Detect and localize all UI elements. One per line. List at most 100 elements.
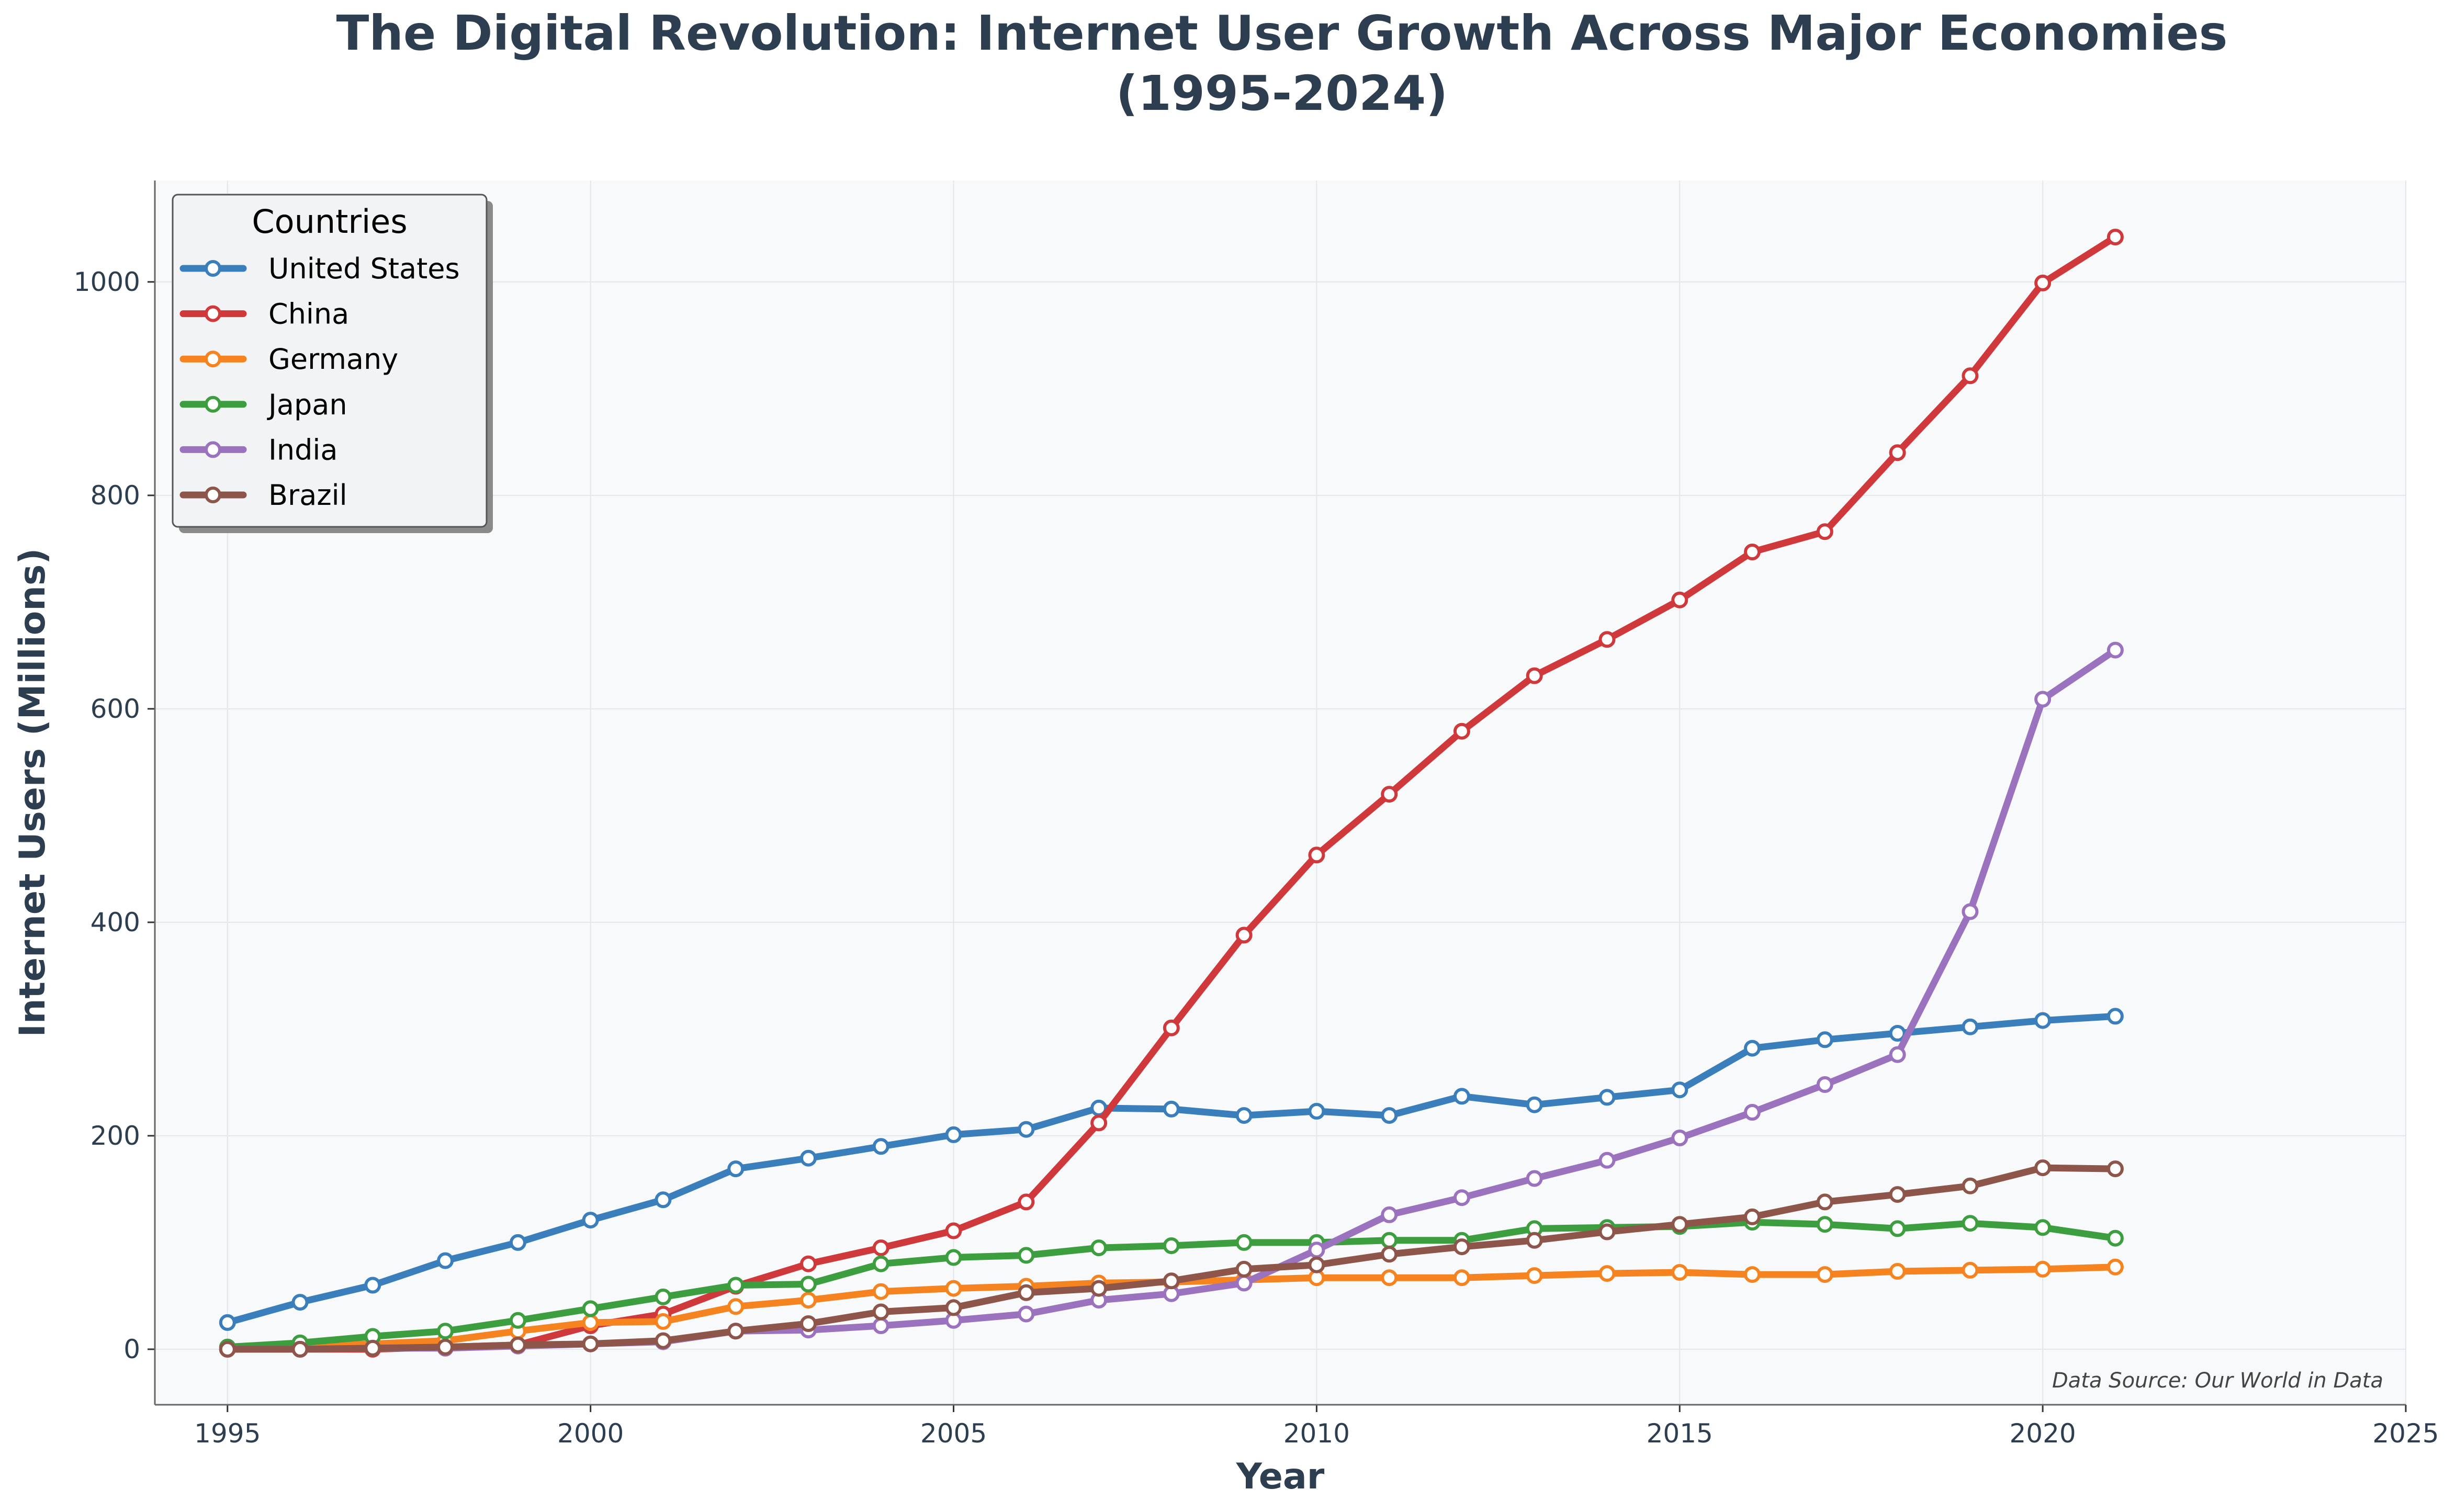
data-point-germany [800,1292,817,1309]
data-point-united-states [727,1160,745,1178]
legend-swatch-marker [205,305,221,322]
data-point-japan [1163,1237,1180,1254]
data-point-japan [872,1255,889,1272]
data-point-india [1889,1046,1906,1063]
series-united-states [219,1008,2124,1331]
data-point-china [1018,1193,1035,1211]
data-point-china [1090,1114,1108,1132]
data-point-united-states [1598,1089,1616,1106]
data-point-india [1526,1170,1543,1187]
data-point-japan [437,1323,454,1340]
legend-swatch-marker [205,441,221,458]
data-point-japan [1018,1247,1035,1264]
data-point-germany [1671,1264,1688,1281]
data-point-brazil [1671,1216,1688,1233]
data-point-united-states [2034,1012,2052,1029]
data-point-united-states [291,1294,309,1311]
data-point-japan [1381,1232,1398,1249]
legend-item-india: India [179,433,338,466]
grid-lines [155,180,2406,1405]
data-point-brazil [1308,1256,1325,1273]
data-point-japan [582,1300,599,1317]
data-point-brazil [291,1340,309,1358]
legend-swatch-marker [205,487,221,503]
data-point-india [1018,1305,1035,1323]
data-point-india [1671,1130,1688,1146]
data-point-brazil [1163,1272,1180,1290]
data-point-japan [727,1277,745,1294]
data-point-brazil [1235,1260,1253,1278]
data-point-india [1308,1242,1325,1259]
data-point-germany [1816,1266,1833,1283]
data-point-united-states [1308,1103,1325,1120]
data-point-china [1671,591,1688,608]
legend-swatch-marker [205,351,221,368]
data-point-japan [945,1249,962,1266]
data-point-china [1453,723,1470,740]
data-point-india [1381,1206,1398,1223]
data-point-brazil [1381,1246,1398,1263]
y-axis-label: Internet Users (Millions) [12,548,53,1037]
data-point-united-states [1235,1107,1253,1124]
data-point-united-states [219,1314,236,1331]
data-point-united-states [1889,1025,1906,1042]
data-point-india [1235,1274,1253,1292]
data-point-india [2034,691,2052,708]
chart-title-line1: The Digital Revolution: Internet User Gr… [336,5,2228,61]
data-point-india [2106,641,2124,659]
data-point-india [1962,903,1979,920]
data-point-china [1308,847,1325,864]
x-tick-label: 2000 [557,1418,624,1449]
x-tick-label: 2010 [1283,1418,1350,1449]
data-point-japan [1090,1239,1108,1257]
data-point-brazil [872,1303,889,1321]
data-point-india [1816,1076,1833,1093]
data-point-china [872,1239,889,1257]
data-point-japan [509,1312,526,1329]
data-point-brazil [364,1339,381,1357]
data-source-note: Data Source: Our World in Data [2052,1369,2383,1393]
data-point-united-states [655,1191,672,1209]
data-point-united-states [582,1212,599,1229]
data-point-china [1744,544,1761,560]
y-tick-label: 200 [91,1121,140,1151]
data-point-brazil [727,1323,745,1340]
data-point-brazil [1598,1223,1616,1240]
data-point-brazil [1744,1208,1761,1225]
data-point-germany [1889,1263,1906,1280]
data-point-brazil [2034,1159,2052,1177]
data-point-china [1163,1019,1180,1036]
legend-item-china: China [179,298,349,331]
legend-items: United States China Germany Japan India Brazi… [179,252,460,512]
data-point-brazil [800,1315,817,1332]
data-point-germany [1381,1269,1398,1287]
data-point-united-states [1962,1018,1979,1035]
data-point-china [1526,667,1543,684]
data-point-india [1453,1189,1470,1206]
data-point-japan [1816,1216,1833,1233]
data-point-germany [655,1313,672,1330]
series-brazil [219,1159,2124,1358]
data-point-germany [1453,1269,1470,1287]
legend-label: Brazil [268,479,347,512]
data-point-brazil [1816,1193,1833,1211]
y-tick-label: 600 [91,694,140,724]
data-point-united-states [2106,1008,2124,1025]
data-point-china [2106,229,2124,246]
data-point-japan [2034,1219,2052,1236]
legend-label: Germany [268,343,398,376]
x-axis-label: Year [1236,1456,1325,1497]
data-point-united-states [1744,1040,1761,1057]
data-point-japan [1235,1234,1253,1251]
data-point-china [2034,274,2052,291]
data-point-united-states [945,1126,962,1143]
data-point-germany [872,1283,889,1300]
data-point-united-states [1526,1096,1543,1113]
data-point-united-states [364,1277,381,1294]
series-japan [219,1214,2124,1356]
data-point-germany [1744,1266,1761,1283]
data-point-india [1744,1104,1761,1121]
data-point-germany [1962,1261,1979,1279]
